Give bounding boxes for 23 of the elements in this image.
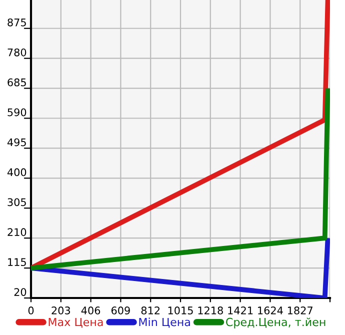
- legend-label: Max Цена: [48, 318, 103, 328]
- y-tick-label: 875: [8, 18, 26, 26]
- x-tick-label: 1015: [168, 306, 193, 314]
- y-tick-label: 400: [7, 168, 26, 176]
- x-tick-label: 609: [111, 306, 130, 314]
- y-tick-label: 20: [14, 288, 26, 296]
- x-tick-label: 1624: [258, 306, 283, 314]
- legend-label: Min Цена: [139, 318, 190, 328]
- x-tick-label: 203: [52, 306, 70, 314]
- y-tick-label: 305: [8, 198, 26, 206]
- x-tick-label: 1218: [198, 306, 223, 314]
- y-tick-label: 495: [7, 138, 26, 146]
- legend-label: Сред.Цена, т.йен: [226, 318, 326, 328]
- x-tick-label: 1421: [228, 306, 253, 314]
- y-tick-label: 210: [8, 228, 26, 236]
- y-tick-label: 685: [8, 78, 26, 86]
- y-tick-label: 115: [8, 258, 26, 266]
- x-tick-label: 406: [81, 306, 100, 314]
- x-tick-label: 0: [28, 306, 34, 314]
- y-tick-label: 780: [8, 48, 26, 56]
- x-tick-label: 812: [141, 306, 160, 314]
- x-tick-label: 1827: [288, 306, 312, 314]
- y-tick-label: 590: [8, 108, 26, 116]
